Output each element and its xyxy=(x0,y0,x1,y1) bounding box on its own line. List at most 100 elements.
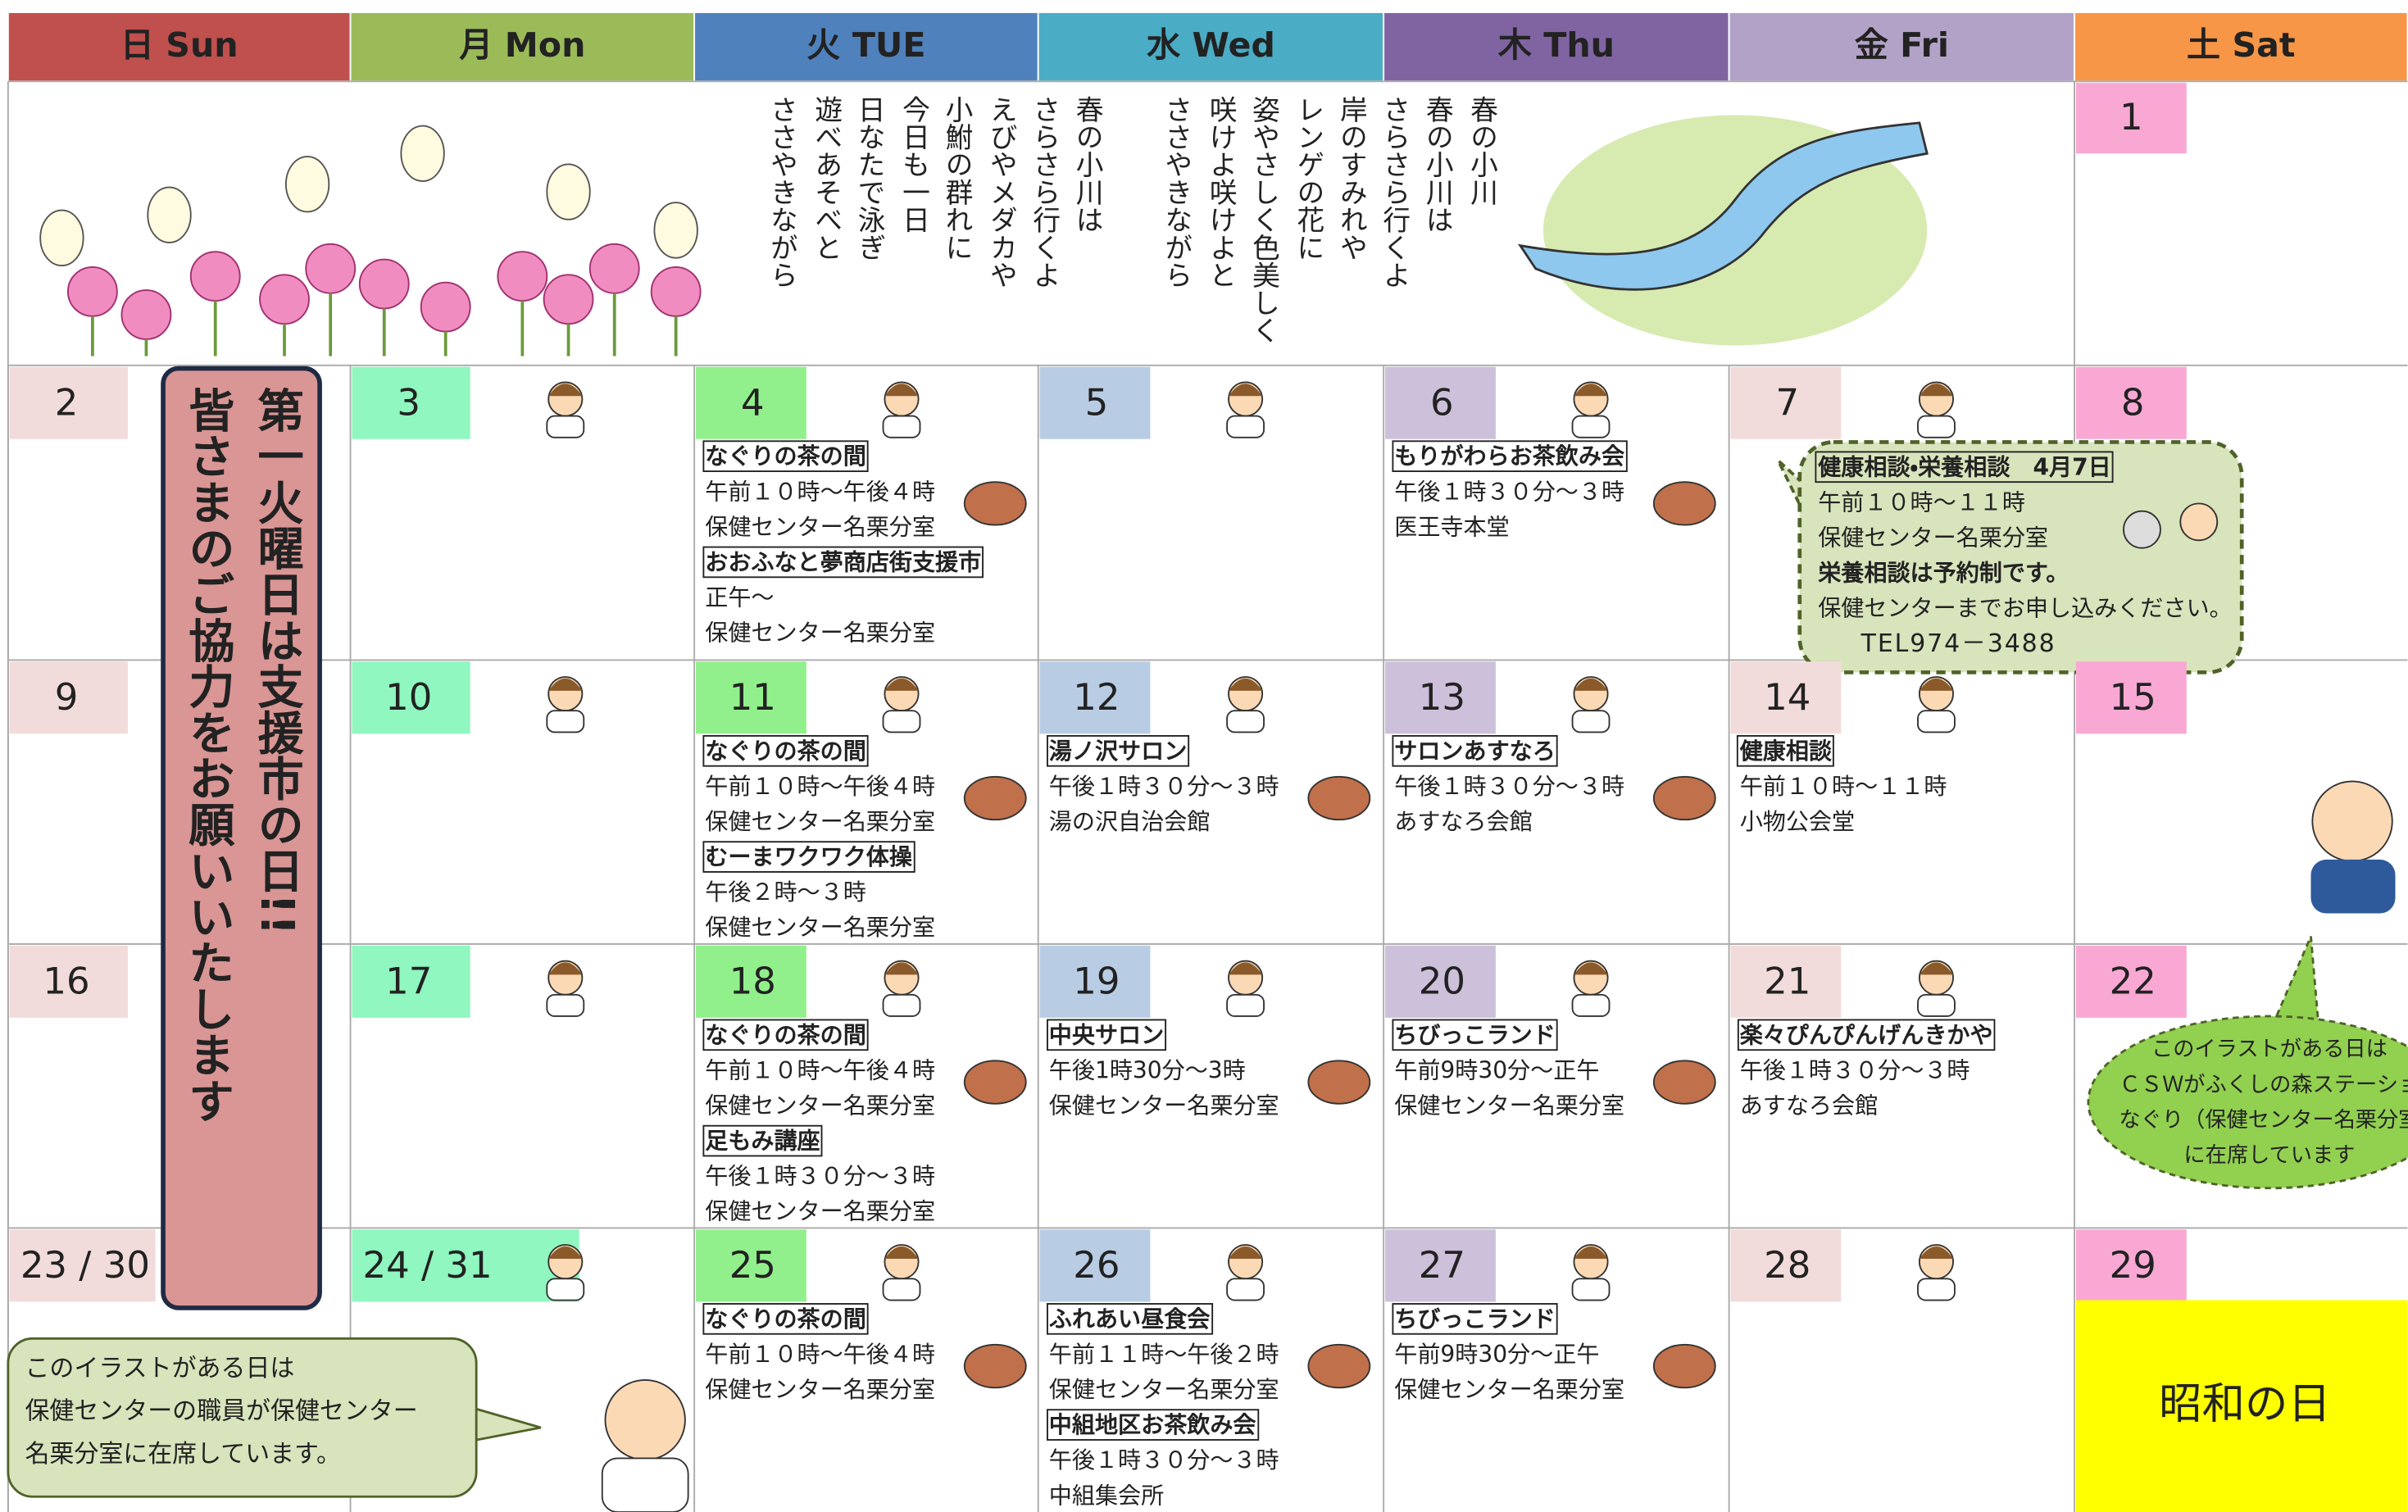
day-number-box xyxy=(352,945,470,1018)
staff-icon-hair xyxy=(1228,1246,1263,1259)
staff-icon-hair xyxy=(548,962,583,975)
event-line: あすなろ会館 xyxy=(1740,1092,1878,1119)
staff-icon-hair xyxy=(548,678,583,691)
event-title-border xyxy=(1736,735,1834,767)
day-number-box xyxy=(1730,661,1842,734)
event-title: サロンあすなろ xyxy=(1394,738,1556,765)
day-number-box xyxy=(1730,945,1842,1018)
flower xyxy=(259,274,310,325)
event-line: 午前１１時～午後２時 xyxy=(1049,1341,1279,1368)
staff-icon-hair xyxy=(884,962,919,975)
day-number: 2 xyxy=(55,380,79,424)
staff-large-head xyxy=(604,1378,686,1461)
event-line: 午前１０時～午後４時 xyxy=(705,773,935,800)
staff-icon-body xyxy=(882,710,921,733)
event-title-border xyxy=(702,1124,823,1157)
day-number: 13 xyxy=(1419,675,1465,719)
poem-line: 日なたで泳ぎ xyxy=(853,95,885,261)
day-number: 5 xyxy=(1085,380,1109,424)
tea-icon xyxy=(1652,1060,1716,1105)
day-number-box xyxy=(1385,366,1496,439)
event-line: 午前9時30分～正午 xyxy=(1394,1341,1599,1368)
day-number: 1 xyxy=(2119,95,2143,138)
butterfly xyxy=(284,156,330,213)
tea-icon xyxy=(1307,1060,1371,1105)
day-number-box xyxy=(1039,366,1151,439)
poem-line: 今日も一日 xyxy=(897,95,929,234)
day-number-box xyxy=(2075,83,2187,154)
event-title-border xyxy=(1392,440,1628,472)
event-title-border xyxy=(702,546,984,579)
tea-icon xyxy=(1652,775,1716,821)
event-line: 保健センター名栗分室 xyxy=(705,808,935,835)
day-number-box xyxy=(352,1229,579,1302)
staff-icon-body xyxy=(546,1278,585,1301)
callout-line: このイラストがある日は xyxy=(2151,1038,2388,1062)
day-number: 11 xyxy=(729,675,776,719)
event-title: むーまワクワク体操 xyxy=(705,843,913,870)
event-title-border xyxy=(702,1019,869,1051)
note xyxy=(7,1337,478,1498)
staff-icon-hair xyxy=(1228,962,1263,975)
event-line: 小物公会堂 xyxy=(1740,808,1855,835)
event-line: 湯の沢自治会館 xyxy=(1049,808,1211,835)
event-title: 中央サロン xyxy=(1049,1021,1164,1048)
day-number: 22 xyxy=(2110,960,2156,1003)
poem-line: 小鮒の群れに xyxy=(941,95,973,261)
header-label: 金 Fri xyxy=(1855,25,1949,65)
event-title: 足もみ講座 xyxy=(705,1128,820,1155)
staff-icon-body xyxy=(1571,710,1611,733)
staff-icon-hair xyxy=(884,678,919,691)
day-number: 17 xyxy=(385,960,432,1003)
poem-line: 春の小川 xyxy=(1466,95,1498,206)
butterfly xyxy=(39,209,84,266)
header-label: 土 Sat xyxy=(2187,25,2296,65)
day-number: 16 xyxy=(43,960,89,1003)
header-label: 水 Wed xyxy=(1146,25,1275,65)
staff-icon-body xyxy=(1226,710,1265,733)
day-number-box xyxy=(2075,945,2187,1018)
staff-icon-hair xyxy=(548,1246,583,1259)
event-line: 午後１時３０分～３時 xyxy=(1049,773,1279,800)
header-label: 木 Thu xyxy=(1498,25,1615,65)
staff-icon-hair xyxy=(884,384,919,397)
staff-icon-body xyxy=(882,1278,921,1301)
event-title-border xyxy=(702,841,915,873)
event-title: 湯ノ沢サロン xyxy=(1049,738,1187,765)
poem-line: 岸のすみれや xyxy=(1335,95,1367,261)
event-line: 午後１時３０分～３時 xyxy=(1394,478,1624,505)
staff-icon-body xyxy=(1226,993,1265,1017)
event-title-border xyxy=(702,1303,869,1335)
event-title-border xyxy=(1392,1019,1558,1051)
banner-line: 第一火曜日は支援市の日!! xyxy=(250,387,303,935)
event-line: 保健センター名栗分室 xyxy=(705,914,935,941)
butterfly xyxy=(653,202,698,259)
side-banner xyxy=(161,366,322,1310)
event-line: 医王寺本堂 xyxy=(1394,513,1509,540)
day-number: 7 xyxy=(1775,380,1799,424)
holiday-box xyxy=(2075,1300,2408,1512)
day-number: 4 xyxy=(741,380,765,424)
note-line: このイラストがある日は xyxy=(25,1354,294,1383)
day-number: 29 xyxy=(2110,1243,2156,1287)
poem-line: 春の小川は xyxy=(1071,95,1103,234)
event-line: 午前１０時～午後４時 xyxy=(705,1056,935,1083)
event-title: ちびっこランド xyxy=(1394,1021,1556,1048)
staff-icon-body xyxy=(1917,710,1956,733)
event-line: 午前１０時～１１時 xyxy=(1740,773,1947,800)
staff-icon-hair xyxy=(1228,384,1263,397)
poem-line: さらさら行くよ xyxy=(1379,95,1411,288)
day-number-box xyxy=(1730,1229,1842,1302)
flower xyxy=(305,243,357,294)
day-number: 3 xyxy=(397,380,420,424)
event-line: 午後１時３０分～３時 xyxy=(705,1163,935,1190)
poem-line: さらさら行くよ xyxy=(1029,95,1061,288)
day-number: 14 xyxy=(1764,675,1811,719)
event-title-border xyxy=(702,440,869,472)
staff-icon-body xyxy=(1917,993,1956,1017)
header-cell xyxy=(349,11,696,83)
day-number-box xyxy=(1730,366,1842,439)
staff-icon-body xyxy=(1917,415,1956,438)
staff-icon-hair xyxy=(1574,384,1608,397)
